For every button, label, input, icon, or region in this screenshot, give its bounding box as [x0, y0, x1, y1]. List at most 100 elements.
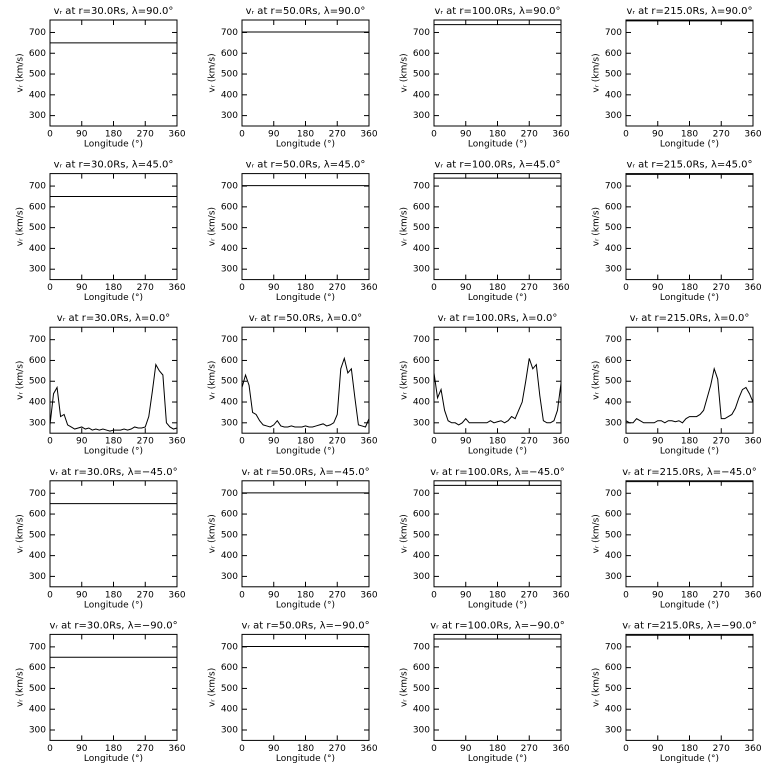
y-tick-label: 600 — [605, 202, 622, 212]
x-tick-label: 270 — [137, 130, 154, 140]
y-tick-label: 300 — [221, 572, 238, 582]
y-tick-label: 600 — [29, 510, 46, 520]
panel: vᵣ at r=100.0Rs, λ=−90.0° 300 400 500 600 700… — [400, 620, 570, 764]
x-tick-label: 360 — [168, 437, 185, 447]
y-tick-label: 300 — [605, 418, 622, 428]
x-tick-label: 0 — [47, 590, 53, 600]
y-tick-label: 700 — [605, 182, 622, 192]
panel-title: vᵣ at r=30.0Rs, λ=90.0° — [54, 6, 174, 17]
y-axis-label: vᵣ (km/s) — [400, 207, 410, 246]
y-axis-label: vᵣ (km/s) — [16, 207, 26, 246]
y-tick-label: 400 — [413, 244, 430, 254]
y-tick-label: 500 — [605, 223, 622, 233]
x-tick-label: 270 — [521, 744, 538, 754]
panel-title: vᵣ at r=50.0Rs, λ=90.0° — [246, 6, 366, 17]
y-tick-label: 300 — [605, 265, 622, 275]
x-tick-label: 180 — [297, 283, 314, 293]
plot-frame — [241, 173, 370, 281]
x-tick-label: 270 — [329, 130, 346, 140]
panel-title: vᵣ at r=100.0Rs, λ=90.0° — [434, 6, 560, 17]
x-tick-label: 90 — [268, 130, 280, 140]
plot-frame — [241, 633, 370, 741]
x-tick-label: 270 — [713, 283, 730, 293]
panel: vᵣ at r=100.0Rs, λ=45.0° 300 400 500 600 700 0… — [400, 160, 570, 304]
panel: vᵣ at r=30.0Rs, λ=90.0° 300 400 500 600 700 0 9… — [16, 6, 186, 150]
x-tick-label: 180 — [105, 590, 122, 600]
plot-frame — [241, 19, 370, 127]
x-tick-label: 90 — [652, 130, 664, 140]
panel-title: vᵣ at r=100.0Rs, λ=−45.0° — [430, 467, 565, 478]
x-tick-label: 90 — [268, 283, 280, 293]
x-tick-label: 0 — [239, 130, 245, 140]
y-tick-label: 500 — [221, 70, 238, 80]
panel: vᵣ at r=50.0Rs, λ=−90.0° 300 400 500 600 700 0… — [208, 620, 378, 764]
y-tick-label: 400 — [221, 398, 238, 408]
x-tick-label: 90 — [460, 130, 472, 140]
x-tick-label: 0 — [623, 744, 629, 754]
y-tick-label: 600 — [29, 663, 46, 673]
y-tick-label: 600 — [221, 663, 238, 673]
y-tick-label: 500 — [605, 530, 622, 540]
y-tick-label: 700 — [605, 335, 622, 345]
x-tick-label: 360 — [744, 283, 761, 293]
x-tick-label: 90 — [76, 744, 88, 754]
y-tick-label: 600 — [29, 49, 46, 59]
plot-frame — [433, 480, 562, 588]
y-tick-label: 600 — [605, 356, 622, 366]
panel-title: vᵣ at r=50.0Rs, λ=45.0° — [246, 160, 366, 171]
y-axis-label: vᵣ (km/s) — [592, 668, 602, 707]
y-tick-label: 300 — [29, 418, 46, 428]
panel: vᵣ at r=215.0Rs, λ=−90.0° 300 400 500 600 700… — [592, 620, 762, 764]
y-tick-label: 300 — [413, 418, 430, 428]
y-tick-label: 300 — [605, 111, 622, 121]
y-axis-label: vᵣ (km/s) — [16, 514, 26, 553]
panel-title: vᵣ at r=30.0Rs, λ=45.0° — [54, 160, 174, 171]
x-tick-label: 90 — [652, 283, 664, 293]
y-tick-label: 400 — [221, 244, 238, 254]
x-axis-label: Longitude (°) — [276, 754, 335, 764]
y-tick-label: 400 — [221, 551, 238, 561]
y-tick-label: 600 — [413, 356, 430, 366]
y-tick-label: 400 — [413, 398, 430, 408]
y-tick-label: 300 — [605, 572, 622, 582]
x-tick-label: 360 — [744, 590, 761, 600]
x-tick-label: 180 — [681, 590, 698, 600]
x-tick-label: 360 — [360, 437, 377, 447]
panel: vᵣ at r=100.0Rs, λ=90.0° 300 400 500 600 700 0… — [400, 6, 570, 150]
panel: vᵣ at r=30.0Rs, λ=−45.0° 300 400 500 600 700 0… — [16, 467, 186, 611]
x-tick-label: 180 — [681, 437, 698, 447]
panel-title: vᵣ at r=30.0Rs, λ=−90.0° — [49, 620, 177, 631]
y-axis-label: vᵣ (km/s) — [592, 207, 602, 246]
y-tick-label: 300 — [29, 265, 46, 275]
y-tick-label: 500 — [413, 684, 430, 694]
x-tick-label: 270 — [713, 130, 730, 140]
x-tick-label: 180 — [297, 130, 314, 140]
x-tick-label: 180 — [489, 437, 506, 447]
y-tick-label: 700 — [29, 28, 46, 38]
x-tick-label: 270 — [329, 744, 346, 754]
x-axis-label: Longitude (°) — [276, 447, 335, 457]
y-tick-label: 500 — [413, 70, 430, 80]
y-tick-label: 400 — [605, 398, 622, 408]
y-tick-label: 600 — [413, 663, 430, 673]
plot-frame — [49, 19, 178, 127]
x-tick-label: 90 — [652, 590, 664, 600]
x-tick-label: 180 — [297, 590, 314, 600]
y-tick-label: 600 — [413, 202, 430, 212]
x-tick-label: 0 — [623, 130, 629, 140]
plot-frame — [625, 173, 754, 281]
y-axis-label: vᵣ (km/s) — [400, 668, 410, 707]
x-tick-label: 180 — [105, 744, 122, 754]
x-tick-label: 180 — [681, 744, 698, 754]
x-tick-label: 360 — [552, 437, 569, 447]
y-tick-label: 700 — [605, 489, 622, 499]
x-tick-label: 90 — [460, 437, 472, 447]
y-tick-label: 400 — [29, 244, 46, 254]
panel-title: vᵣ at r=100.0Rs, λ=45.0° — [434, 160, 560, 171]
y-tick-label: 400 — [605, 90, 622, 100]
x-tick-label: 180 — [105, 130, 122, 140]
x-axis-label: Longitude (°) — [660, 447, 719, 457]
x-tick-label: 180 — [489, 744, 506, 754]
x-tick-label: 180 — [489, 283, 506, 293]
panel-title: vᵣ at r=215.0Rs, λ=−90.0° — [622, 620, 757, 631]
